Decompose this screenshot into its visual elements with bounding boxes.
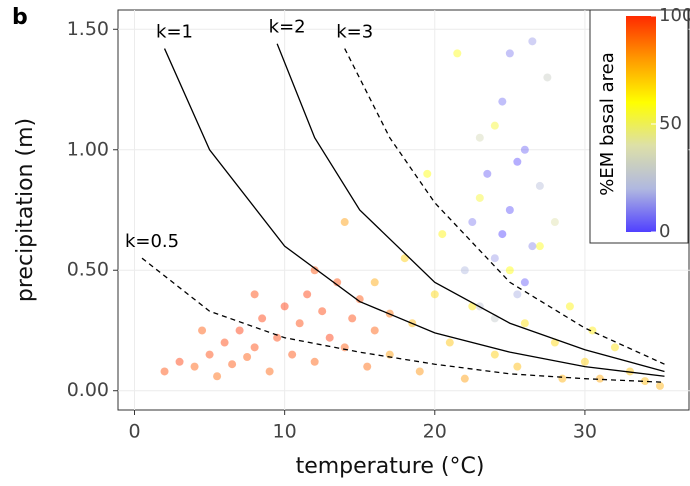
point — [370, 326, 379, 335]
point — [513, 362, 522, 371]
point — [348, 314, 357, 323]
curve — [344, 48, 665, 365]
point — [595, 374, 604, 383]
point — [220, 338, 229, 347]
point — [250, 290, 259, 299]
x-tick-label: 10 — [273, 421, 297, 443]
point — [490, 254, 499, 263]
point — [430, 290, 439, 299]
y-axis-label: precipitation (m) — [13, 118, 38, 302]
x-axis-label: temperature (°C) — [296, 454, 485, 479]
point — [520, 278, 529, 287]
x-tick-label: 20 — [423, 421, 447, 443]
point — [475, 193, 484, 202]
point — [588, 326, 597, 335]
point — [535, 242, 544, 251]
point — [558, 374, 567, 383]
point — [460, 266, 469, 275]
legend-title: %EM basal area — [597, 52, 618, 195]
point — [355, 295, 364, 304]
point — [535, 181, 544, 190]
point — [310, 357, 319, 366]
point — [513, 157, 522, 166]
curve-label: k=1 — [156, 22, 193, 43]
x-tick-label: 0 — [128, 421, 140, 443]
point — [258, 314, 267, 323]
point — [370, 278, 379, 287]
colorbar-tick-label: 100 — [659, 5, 690, 26]
point — [490, 121, 499, 130]
point — [520, 319, 529, 328]
point — [655, 381, 664, 390]
point — [505, 266, 514, 275]
point — [640, 377, 649, 386]
point — [333, 278, 342, 287]
curve-label: k=3 — [336, 22, 373, 43]
point — [213, 372, 222, 381]
point — [498, 97, 507, 106]
point — [528, 37, 537, 46]
point — [235, 326, 244, 335]
point — [288, 350, 297, 359]
point — [265, 367, 274, 376]
point — [438, 230, 447, 239]
point — [228, 360, 237, 369]
point — [325, 333, 334, 342]
point — [520, 145, 529, 154]
y-tick-label: 1.50 — [67, 18, 109, 40]
point — [318, 307, 327, 316]
point — [565, 302, 574, 311]
point — [415, 367, 424, 376]
point — [468, 218, 477, 227]
panel-label: b — [12, 5, 28, 30]
point — [295, 319, 304, 328]
x-tick-label: 30 — [573, 421, 597, 443]
point — [550, 218, 559, 227]
point — [505, 49, 514, 58]
point — [175, 357, 184, 366]
point — [610, 343, 619, 352]
curve-label: k=2 — [269, 17, 306, 38]
point — [543, 73, 552, 82]
curve — [276, 43, 665, 373]
point — [340, 218, 349, 227]
point — [205, 350, 214, 359]
curve — [163, 48, 665, 377]
curve — [141, 257, 665, 383]
point — [423, 169, 432, 178]
point — [490, 350, 499, 359]
point — [198, 326, 207, 335]
point — [483, 169, 492, 178]
point — [363, 362, 372, 371]
point — [580, 357, 589, 366]
point — [190, 362, 199, 371]
point — [475, 133, 484, 142]
colorbar-tick-label: 0 — [659, 221, 670, 242]
point — [160, 367, 169, 376]
point — [250, 343, 259, 352]
curve-label: k=0.5 — [125, 231, 179, 252]
point — [498, 230, 507, 239]
point — [453, 49, 462, 58]
point — [513, 290, 522, 299]
point — [280, 302, 289, 311]
point — [528, 242, 537, 251]
point — [273, 333, 282, 342]
point — [243, 352, 252, 361]
point — [303, 290, 312, 299]
y-tick-label: 0.00 — [67, 379, 109, 401]
y-tick-label: 1.00 — [67, 138, 109, 160]
point — [445, 338, 454, 347]
colorbar-tick-label: 50 — [659, 113, 682, 134]
y-tick-label: 0.50 — [67, 259, 109, 281]
point — [310, 266, 319, 275]
point — [460, 374, 469, 383]
point — [505, 206, 514, 214]
